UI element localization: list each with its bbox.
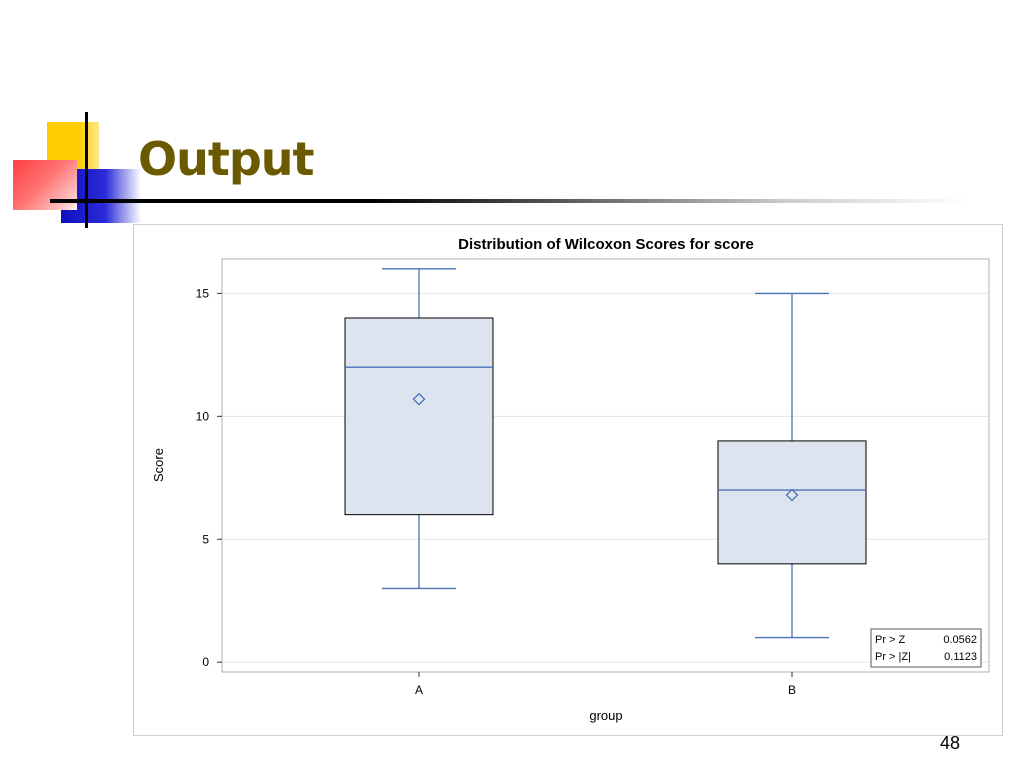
stats-inset-value: 0.1123 <box>944 651 977 663</box>
iqr-box <box>717 440 867 565</box>
x-tick-label: A <box>415 683 423 697</box>
y-axis-label: Score <box>151 448 166 482</box>
mean-marker <box>785 488 799 502</box>
plot-layer: 0 5 10 15 A B Pr > Z 0.0562 Pr > |Z| 0.1123 <box>196 258 990 697</box>
mean-marker <box>412 392 426 406</box>
stats-inset-box <box>870 628 982 668</box>
stats-inset-value: 0.0562 <box>943 634 977 646</box>
page-number: 48 <box>940 733 961 753</box>
slide-title: Output <box>138 132 315 186</box>
y-tick-label: 15 <box>196 286 210 300</box>
x-tick-label: B <box>788 683 796 697</box>
y-tick-label: 10 <box>196 409 210 423</box>
plot-area-frame <box>221 258 990 673</box>
x-axis-label: group <box>589 708 622 723</box>
wilcoxon-boxplot-chart: Distribution of Wilcoxon Scores for scor… <box>151 236 990 723</box>
chart-frame: Distribution of Wilcoxon Scores for scor… <box>133 224 1003 736</box>
stats-inset-label: Pr > Z <box>875 634 906 646</box>
chart-title: Distribution of Wilcoxon Scores for scor… <box>458 236 754 253</box>
title-decoration-vertical-line <box>85 112 88 228</box>
y-tick-label: 5 <box>202 532 209 546</box>
stats-inset-label: Pr > |Z| <box>875 651 911 663</box>
iqr-box <box>344 317 494 516</box>
y-tick-label: 0 <box>202 655 209 669</box>
title-underline <box>50 199 970 203</box>
